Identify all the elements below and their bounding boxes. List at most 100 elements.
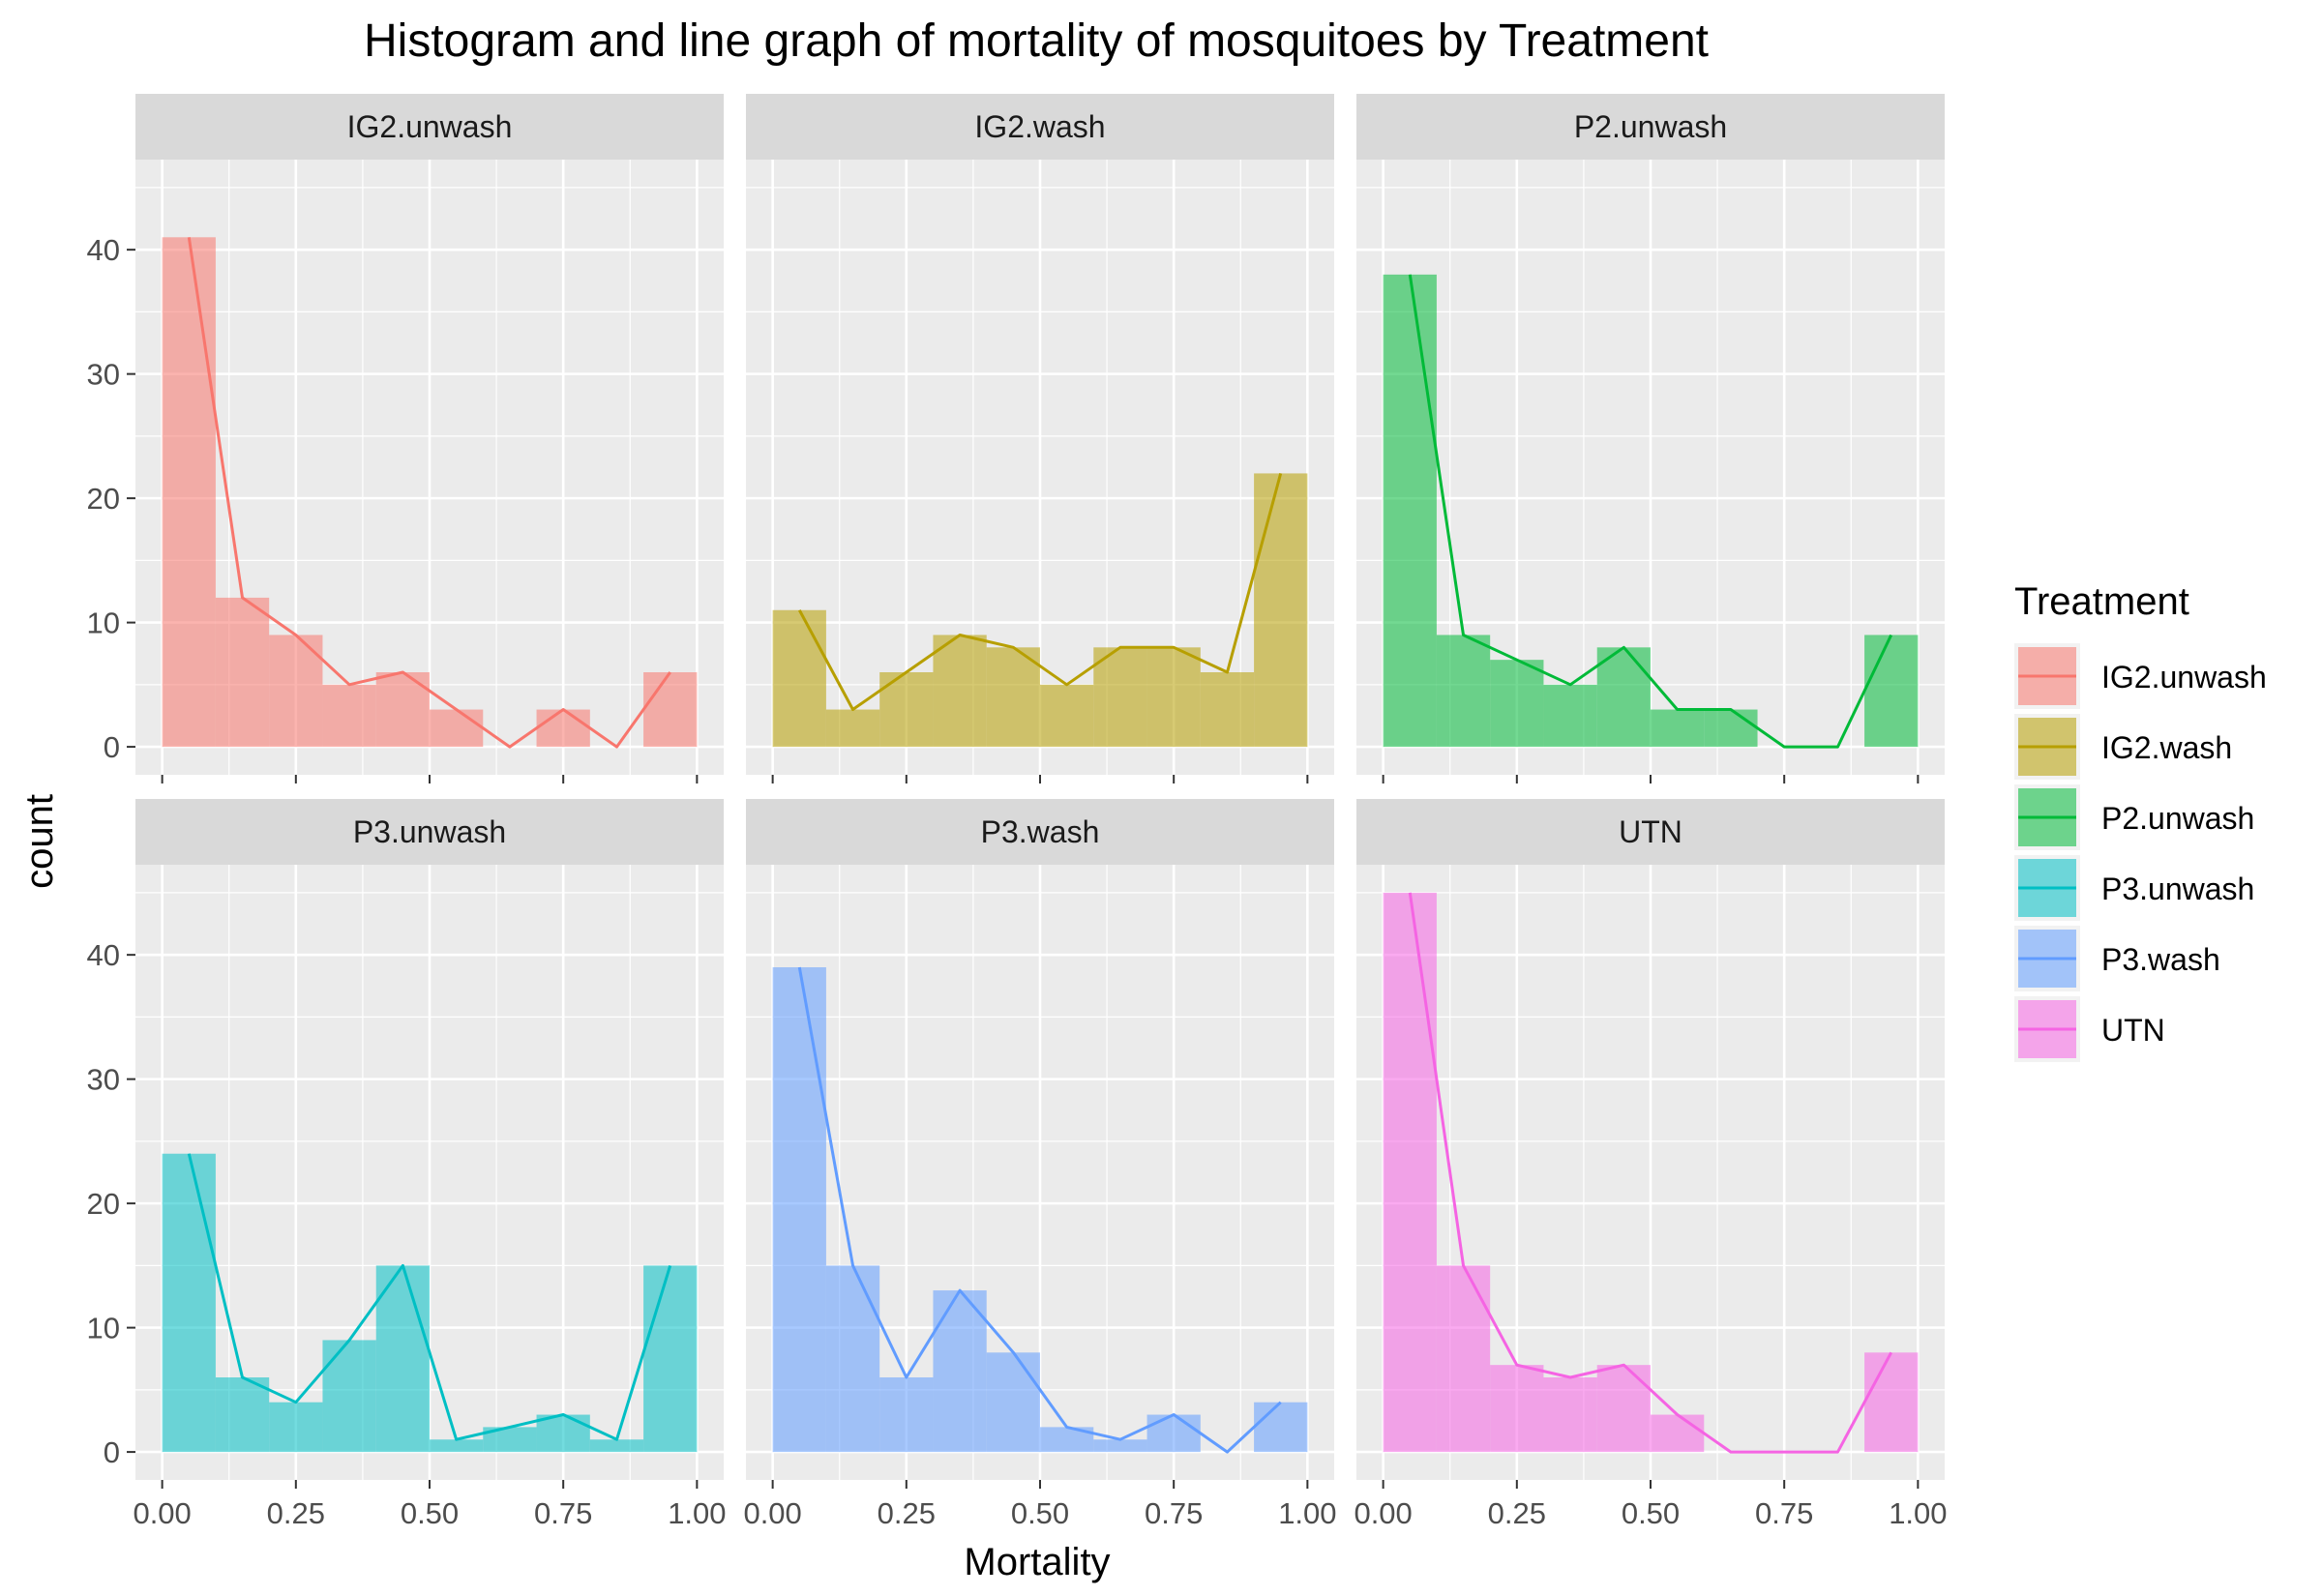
histogram-bar <box>1864 1352 1918 1452</box>
legend-item: IG2.unwash <box>2014 643 2267 709</box>
x-tick-label: 0.25 <box>878 1496 936 1530</box>
histogram-bar <box>1651 1415 1704 1453</box>
histogram-bar <box>1147 647 1201 747</box>
histogram-bar <box>216 598 269 747</box>
y-axis-title: count <box>18 794 61 889</box>
facet-panel: IG2.wash <box>746 94 1334 783</box>
histogram-bar <box>643 672 697 747</box>
histogram-bar <box>269 1403 322 1452</box>
chart-title: Histogram and line graph of mortality of… <box>364 15 1709 67</box>
facet-panel: P3.unwash 0 10 20 30 40 0.00 0.25 0.50 0.75 1.00 <box>87 799 727 1530</box>
histogram-bar <box>1254 473 1307 747</box>
legend-item: P3.unwash <box>2014 855 2254 921</box>
histogram-bar <box>1384 275 1437 747</box>
histogram-bar <box>1201 672 1254 747</box>
histogram-bar <box>1704 710 1757 748</box>
histogram-bar <box>1597 647 1651 747</box>
x-tick-label: 0.00 <box>743 1496 801 1530</box>
histogram-bar <box>826 1265 879 1452</box>
facet-strip-label: P3.wash <box>981 814 1100 849</box>
histogram-bar <box>1437 1265 1490 1452</box>
y-tick-label: 40 <box>87 938 120 972</box>
histogram-bar <box>376 672 430 747</box>
histogram-bar <box>643 1265 697 1452</box>
histogram-bar <box>773 610 826 747</box>
y-tick-label: 0 <box>104 730 120 764</box>
x-tick-label: 0.00 <box>133 1496 191 1530</box>
y-tick-label: 30 <box>87 1063 120 1097</box>
x-tick-label: 0.75 <box>1145 1496 1203 1530</box>
facet-strip-label: P2.unwash <box>1574 109 1727 144</box>
histogram-bar <box>879 1377 933 1452</box>
x-tick-label: 0.75 <box>534 1496 592 1530</box>
legend-label: IG2.unwash <box>2101 660 2267 695</box>
legend-label: P2.unwash <box>2101 801 2254 836</box>
histogram-bar <box>987 1352 1040 1452</box>
histogram-bar <box>322 685 375 747</box>
legend-label: IG2.wash <box>2101 730 2232 765</box>
histogram-bar <box>430 710 483 748</box>
facet-strip-label: UTN <box>1619 814 1682 849</box>
facet-panel: P3.wash 0.00 0.25 0.50 0.75 1.00 <box>743 799 1336 1530</box>
facet-panels: IG2.unwash 0 10 20 30 40 IG2.wash P2.unwash P3.u… <box>87 94 1948 1530</box>
x-tick-label: 0.50 <box>1622 1496 1680 1530</box>
x-tick-label: 0.50 <box>401 1496 459 1530</box>
y-tick-label: 30 <box>87 358 120 392</box>
histogram-bar <box>537 710 590 748</box>
histogram-bar <box>933 635 986 747</box>
y-tick-label: 40 <box>87 233 120 267</box>
facet-strip-label: IG2.unwash <box>347 109 513 144</box>
facet-panel: UTN 0.00 0.25 0.50 0.75 1.00 <box>1354 799 1947 1530</box>
legend-item: P3.wash <box>2014 926 2220 991</box>
histogram-bar <box>1543 1377 1596 1452</box>
legend-label: P3.unwash <box>2101 872 2254 906</box>
histogram-bar <box>1597 1365 1651 1452</box>
legend-label: P3.wash <box>2101 942 2220 977</box>
histogram-bar <box>1437 635 1490 747</box>
legend: Treatment IG2.unwash IG2.wash P2.unwash P3.u… <box>2014 580 2267 1062</box>
facet-panel: P2.unwash <box>1356 94 1945 783</box>
y-tick-label: 20 <box>87 482 120 516</box>
histogram-bar <box>826 710 879 748</box>
y-tick-label: 20 <box>87 1187 120 1221</box>
x-tick-label: 1.00 <box>668 1496 726 1530</box>
histogram-bar <box>879 672 933 747</box>
x-tick-label: 0.25 <box>267 1496 325 1530</box>
x-axis-title: Mortality <box>964 1541 1110 1583</box>
histogram-bar <box>1093 647 1146 747</box>
histogram-bar <box>1490 660 1543 747</box>
x-tick-label: 0.00 <box>1354 1496 1412 1530</box>
y-tick-label: 0 <box>104 1435 120 1469</box>
histogram-bar <box>773 967 826 1452</box>
histogram-bar <box>322 1340 375 1452</box>
histogram-bar <box>987 647 1040 747</box>
legend-title: Treatment <box>2014 580 2189 623</box>
x-tick-label: 0.25 <box>1488 1496 1546 1530</box>
legend-item: P2.unwash <box>2014 784 2254 850</box>
histogram-bar <box>1490 1365 1543 1452</box>
histogram-bar <box>163 1154 216 1452</box>
legend-item: IG2.wash <box>2014 714 2232 780</box>
histogram-bar <box>1651 710 1704 748</box>
facet-strip-label: IG2.wash <box>974 109 1105 144</box>
histogram-bar <box>1093 1439 1146 1452</box>
histogram-bar <box>933 1290 986 1452</box>
x-tick-label: 0.75 <box>1755 1496 1813 1530</box>
histogram-bar <box>163 237 216 747</box>
facet-strip-label: P3.unwash <box>353 814 506 849</box>
histogram-bar <box>590 1439 643 1452</box>
histogram-bar <box>1040 685 1093 747</box>
histogram-bar <box>1864 635 1918 747</box>
legend-item: UTN <box>2014 996 2165 1062</box>
histogram-bar <box>1543 685 1596 747</box>
x-tick-label: 1.00 <box>1889 1496 1947 1530</box>
histogram-bar <box>430 1439 483 1452</box>
histogram-bar <box>1384 893 1437 1452</box>
x-tick-label: 1.00 <box>1278 1496 1336 1530</box>
histogram-bar <box>1147 1415 1201 1453</box>
histogram-bar <box>216 1377 269 1452</box>
y-tick-label: 10 <box>87 606 120 640</box>
y-tick-label: 10 <box>87 1312 120 1345</box>
histogram-bar <box>1254 1403 1307 1452</box>
